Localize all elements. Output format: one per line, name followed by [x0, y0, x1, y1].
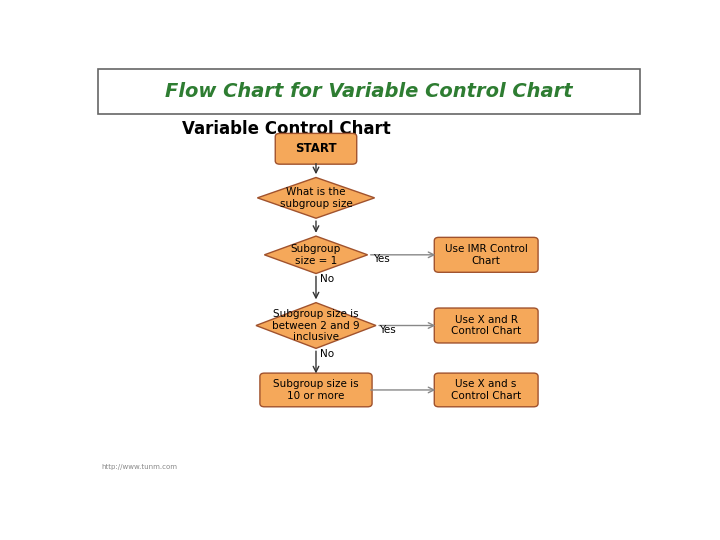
Polygon shape [256, 302, 376, 348]
Text: No: No [320, 349, 334, 359]
Polygon shape [258, 178, 374, 218]
Text: Flow Chart for Variable Control Chart: Flow Chart for Variable Control Chart [165, 82, 573, 101]
Polygon shape [264, 236, 368, 274]
Text: Use IMR Control
Chart: Use IMR Control Chart [445, 244, 528, 266]
FancyBboxPatch shape [275, 133, 356, 164]
Text: Variable Control Chart: Variable Control Chart [182, 120, 391, 138]
Text: What is the
subgroup size: What is the subgroup size [279, 187, 352, 208]
Text: Subgroup size is
between 2 and 9
inclusive: Subgroup size is between 2 and 9 inclusi… [272, 309, 360, 342]
Text: Yes: Yes [374, 254, 390, 264]
Text: No: No [320, 274, 334, 285]
FancyBboxPatch shape [434, 238, 538, 272]
Text: Subgroup size is
10 or more: Subgroup size is 10 or more [273, 379, 359, 401]
FancyBboxPatch shape [434, 308, 538, 343]
Text: http://www.tunm.com: http://www.tunm.com [101, 464, 177, 470]
Text: Yes: Yes [379, 325, 396, 335]
Text: Use X and s
Control Chart: Use X and s Control Chart [451, 379, 521, 401]
FancyBboxPatch shape [260, 373, 372, 407]
Text: Subgroup
size = 1: Subgroup size = 1 [291, 244, 341, 266]
FancyBboxPatch shape [98, 69, 640, 114]
FancyBboxPatch shape [434, 373, 538, 407]
Text: START: START [295, 143, 337, 156]
Text: Use X and R
Control Chart: Use X and R Control Chart [451, 315, 521, 336]
